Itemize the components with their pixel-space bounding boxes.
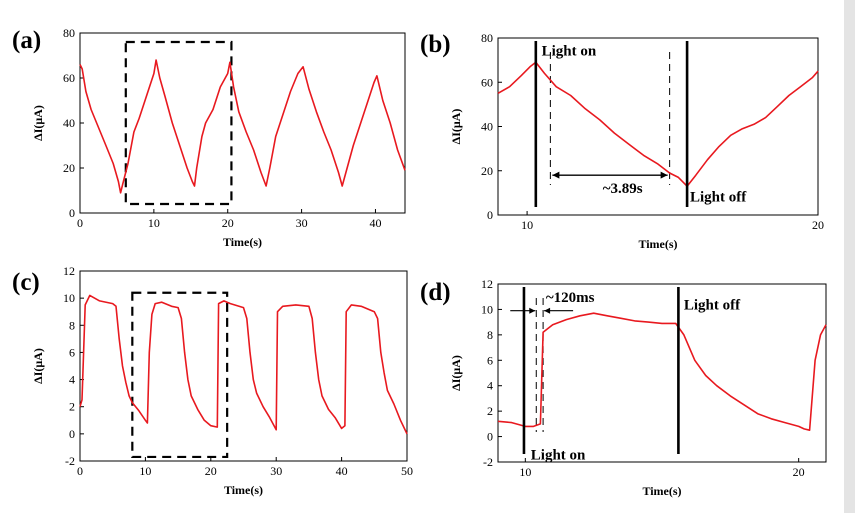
annotation-text: Light on — [531, 447, 586, 463]
x-axis-title: Time(s) — [224, 483, 263, 497]
panel-label: (b) — [420, 31, 451, 58]
y-tick-label: 10 — [63, 291, 75, 305]
y-tick-label: 4 — [487, 379, 493, 393]
x-tick-label: 10 — [139, 464, 151, 478]
y-tick-label: 0 — [487, 430, 493, 444]
panel-b: (b) 10 20 0 20 40 60 80 Time(s) ΔI(μA) Light on ~3.… — [420, 31, 824, 251]
y-tick-label: 8 — [487, 328, 493, 342]
annotation-text: ~120ms — [546, 290, 595, 306]
y-tick-label: 4 — [69, 373, 75, 387]
series-line — [79, 294, 408, 435]
y-tick-label: 8 — [69, 318, 75, 332]
x-axis-title: Time(s) — [223, 235, 262, 249]
y-tick-label: 20 — [63, 161, 75, 175]
x-tick-label: 10 — [148, 216, 160, 230]
x-tick-label: 40 — [336, 464, 348, 478]
y-tick-label: 2 — [487, 404, 493, 418]
y-tick-label: 0 — [487, 208, 493, 222]
y-tick-label: 0 — [69, 206, 75, 220]
panel-d: (d) 10 20 -2 0 2 4 6 8 10 12 Time(s) ΔI(μA) ~120ms Lig… — [420, 277, 827, 498]
x-tick-label: 10 — [519, 465, 531, 479]
y-axis-title: ΔI(μA) — [449, 109, 463, 145]
x-tick-label: 10 — [521, 218, 533, 232]
y-tick-label: -2 — [483, 455, 493, 469]
plot-frame — [497, 283, 827, 463]
x-tick-label: 30 — [296, 216, 308, 230]
series-line — [497, 312, 827, 431]
x-tick-label: 40 — [369, 216, 381, 230]
x-tick-label: 20 — [205, 464, 217, 478]
y-tick-label: 10 — [481, 302, 493, 316]
x-tick-label: 30 — [270, 464, 282, 478]
y-tick-label: 12 — [63, 264, 75, 278]
y-tick-label: 6 — [69, 345, 75, 359]
arrow-head-right — [544, 307, 551, 314]
y-tick-label: 12 — [481, 277, 493, 291]
plot-frame — [497, 37, 819, 216]
arrow-head-left — [529, 307, 536, 314]
annotation-text: ~3.89s — [603, 181, 643, 197]
series-line — [79, 59, 406, 194]
series-line — [497, 61, 819, 187]
y-tick-label: 40 — [63, 116, 75, 130]
y-tick-label: 6 — [487, 353, 493, 367]
x-tick-label: 20 — [793, 465, 805, 479]
window-edge — [844, 0, 855, 513]
y-tick-label: 60 — [481, 75, 493, 89]
x-axis-title: Time(s) — [642, 484, 681, 498]
y-tick-label: 40 — [481, 120, 493, 134]
panel-a: (a) 0 10 20 30 40 0 20 40 60 80 Time(s) ΔI(μA) — [12, 26, 406, 249]
highlight-box — [124, 40, 233, 206]
arrow-head-left — [552, 171, 560, 179]
x-tick-label: 0 — [77, 216, 83, 230]
highlight-box — [131, 291, 229, 459]
y-axis-title: ΔI(μA) — [31, 348, 45, 384]
y-tick-label: 0 — [69, 427, 75, 441]
y-axis-title: ΔI(μA) — [31, 105, 45, 141]
panel-label: (d) — [420, 279, 451, 306]
y-tick-label: 20 — [481, 164, 493, 178]
x-tick-label: 50 — [401, 464, 413, 478]
y-tick-label: -2 — [65, 454, 75, 468]
y-axis-title: ΔI(μA) — [449, 355, 463, 391]
y-tick-label: 2 — [69, 400, 75, 414]
annotation-text: Light on — [542, 44, 597, 60]
x-axis-title: Time(s) — [638, 237, 677, 251]
y-tick-label: 80 — [481, 31, 493, 45]
plot-frame — [79, 270, 408, 462]
panel-label: (a) — [12, 27, 41, 54]
x-tick-label: 0 — [77, 464, 83, 478]
annotation-text: Light off — [690, 190, 747, 206]
arrow-head-right — [660, 171, 668, 179]
y-tick-label: 60 — [63, 71, 75, 85]
x-tick-label: 20 — [222, 216, 234, 230]
x-tick-label: 20 — [812, 218, 824, 232]
panel-label: (c) — [12, 269, 40, 296]
y-tick-label: 80 — [63, 26, 75, 40]
annotation-text: Light off — [684, 297, 741, 313]
